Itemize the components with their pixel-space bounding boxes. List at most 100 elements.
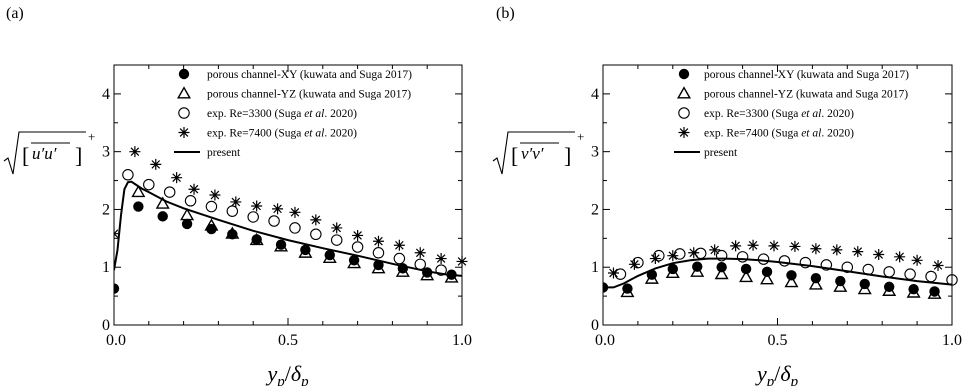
plot-frame bbox=[602, 64, 953, 326]
legend-marker-filled-circle bbox=[178, 68, 190, 80]
legend-marker-open-triangle bbox=[176, 86, 192, 99]
data-point-open-circle bbox=[736, 251, 749, 263]
data-point-open-circle bbox=[268, 215, 280, 227]
series-present-line bbox=[114, 180, 463, 277]
data-point-open-triangle bbox=[906, 285, 921, 298]
y-label-inner: u′u′ bbox=[32, 144, 57, 163]
data-point-open-circle bbox=[330, 234, 343, 246]
data-point-filled-circle bbox=[740, 263, 752, 275]
data-point-open-triangle bbox=[665, 265, 680, 279]
data-point-asterisk bbox=[352, 229, 364, 241]
sqrt-sign bbox=[492, 131, 575, 175]
data-point-asterisk bbox=[372, 235, 384, 247]
data-point-asterisk bbox=[150, 158, 162, 170]
bracket-left: [ bbox=[22, 143, 29, 168]
y-tick-label: 1 bbox=[591, 259, 599, 276]
y-tick-label: 4 bbox=[102, 86, 110, 103]
data-point-asterisk bbox=[272, 203, 284, 215]
data-point-open-circle bbox=[414, 258, 426, 271]
x-label-delta: δ bbox=[291, 361, 302, 386]
legend-label: present bbox=[207, 147, 241, 159]
legend-text-part: exp. Re=7400 (Suga bbox=[207, 128, 304, 140]
data-point-open-triangle bbox=[249, 232, 264, 246]
x-label-slash: / bbox=[774, 361, 781, 386]
data-point-open-triangle bbox=[155, 196, 170, 209]
x-label-y: y bbox=[265, 361, 277, 386]
data-point-open-triangle bbox=[322, 250, 337, 264]
legend-text-italic: et al bbox=[801, 128, 821, 140]
data-point-filled-circle bbox=[251, 234, 262, 245]
legend-label: exp. Re=3300 (Suga et al. 2020) bbox=[704, 108, 854, 120]
bracket-right: ] bbox=[564, 143, 571, 168]
y-tick-label: 2 bbox=[591, 201, 599, 218]
panel-label: (b) bbox=[496, 5, 515, 22]
legend-text-part: . 2020) bbox=[821, 128, 854, 140]
data-point-open-triangle bbox=[420, 268, 435, 281]
data-point-open-circle bbox=[143, 178, 155, 191]
legend-label: exp. Re=7400 (Suga et al. 2020) bbox=[704, 128, 854, 140]
data-point-open-triangle bbox=[714, 266, 729, 280]
legend: porous channel-XY (kuwata and Suga 2017)… bbox=[174, 68, 412, 159]
x-label-delta: δ bbox=[780, 361, 791, 386]
data-point-open-circle bbox=[925, 270, 937, 283]
data-point-asterisk bbox=[607, 267, 619, 279]
x-tick-label: 0.5 bbox=[768, 332, 788, 349]
data-point-open-triangle bbox=[225, 226, 240, 239]
data-point-asterisk bbox=[649, 253, 661, 265]
data-point-open-triangle bbox=[180, 208, 195, 221]
legend-text-italic: et al bbox=[801, 108, 821, 120]
data-point-open-circle bbox=[674, 248, 686, 260]
y-tick-label: 4 bbox=[591, 86, 599, 103]
data-point-open-circle bbox=[372, 247, 385, 259]
data-point-open-circle bbox=[289, 222, 301, 234]
x-tick-label: 0.5 bbox=[278, 332, 298, 349]
data-point-open-circle bbox=[435, 264, 447, 276]
legend-marker-filled-circle bbox=[678, 68, 690, 80]
y-label-sup: + bbox=[88, 129, 95, 144]
y-label-inner: v′v′ bbox=[521, 144, 544, 163]
legend-label: porous channel-YZ (kuwata and Suga 2017) bbox=[704, 89, 908, 101]
data-point-asterisk bbox=[188, 183, 200, 195]
bracket-right: ] bbox=[75, 143, 82, 168]
x-label-sub: p bbox=[766, 374, 775, 386]
data-point-open-circle bbox=[653, 249, 665, 262]
x-tick-label: 0.0 bbox=[106, 332, 126, 349]
data-point-open-triangle bbox=[690, 264, 705, 277]
data-point-filled-circle bbox=[114, 283, 120, 294]
data-point-asterisk bbox=[171, 172, 183, 184]
data-layer bbox=[603, 239, 958, 299]
data-point-filled-circle bbox=[181, 218, 193, 230]
data-point-asterisk bbox=[709, 244, 721, 256]
legend-text-part: . 2020) bbox=[821, 108, 854, 120]
data-point-open-triangle bbox=[131, 184, 146, 198]
y-axis-label: [u′u′] + bbox=[3, 129, 95, 175]
legend-marker-asterisk bbox=[678, 127, 690, 138]
data-point-open-triangle bbox=[444, 270, 459, 283]
data-point-open-circle bbox=[614, 268, 627, 280]
data-point-asterisk bbox=[209, 189, 221, 201]
data-point-asterisk bbox=[393, 239, 405, 251]
data-point-open-circle bbox=[799, 256, 812, 269]
data-point-asterisk bbox=[873, 249, 885, 261]
y-tick-label: 2 bbox=[102, 201, 110, 218]
legend: porous channel-XY (kuwata and Suga 2017)… bbox=[674, 68, 909, 159]
data-point-open-circle bbox=[841, 261, 854, 273]
data-point-open-circle bbox=[247, 211, 259, 223]
data-point-asterisk bbox=[730, 240, 742, 252]
data-point-open-circle bbox=[184, 195, 197, 207]
legend-text-part: exp. Re=3300 (Suga bbox=[704, 108, 801, 120]
y-axis-label: [v′v′] + bbox=[492, 129, 584, 175]
data-point-asterisk bbox=[810, 243, 822, 255]
x-label-y: y bbox=[755, 361, 767, 386]
data-point-asterisk bbox=[129, 146, 141, 158]
data-point-asterisk bbox=[435, 253, 447, 265]
data-point-open-triangle bbox=[833, 279, 848, 292]
data-point-asterisk bbox=[310, 214, 322, 226]
legend-label: porous channel-XY (kuwata and Suga 2017) bbox=[704, 69, 909, 81]
legend-text-part: . 2020) bbox=[324, 128, 357, 140]
data-point-filled-circle bbox=[761, 266, 773, 278]
data-point-asterisk bbox=[911, 254, 923, 266]
data-point-open-circle bbox=[757, 253, 770, 265]
y-tick-label: 3 bbox=[102, 144, 110, 161]
